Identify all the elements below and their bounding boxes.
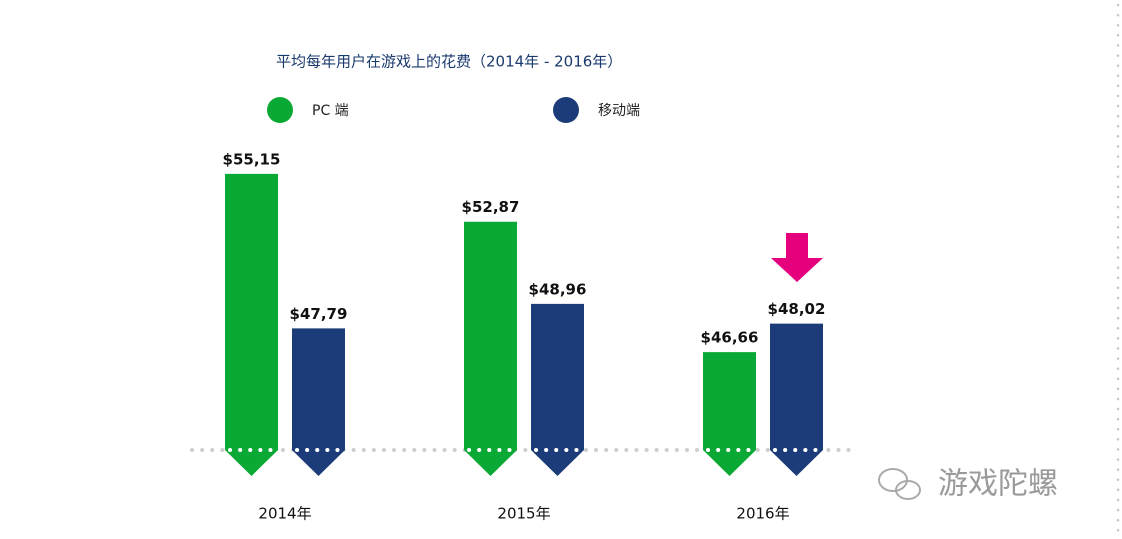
value-label: $52,87 [462,198,520,216]
watermark: 游戏陀螺 [938,467,1058,502]
x-tick-label: 2015年 [497,505,550,523]
value-label: $47,79 [290,305,348,323]
bar [464,221,517,476]
down-arrow [771,233,823,282]
legend-label: PC 端 [312,103,349,119]
bar [703,352,756,476]
bar [225,173,278,476]
value-label: $48,96 [529,280,587,298]
value-label: $48,02 [768,300,826,318]
value-label: $55,15 [223,150,281,168]
value-label: $46,66 [701,329,759,347]
x-tick-label: 2016年 [736,505,789,523]
chart-title: 平均每年用户在游戏上的花费（2014年 - 2016年） [276,53,622,71]
bar [531,303,584,476]
legend-label: 移动端 [598,103,640,119]
watermark-icon [878,468,921,500]
bar [292,328,345,476]
legend-swatch [267,97,293,123]
x-tick-label: 2014年 [258,505,311,523]
legend-swatch [553,97,579,123]
bar [770,323,823,476]
